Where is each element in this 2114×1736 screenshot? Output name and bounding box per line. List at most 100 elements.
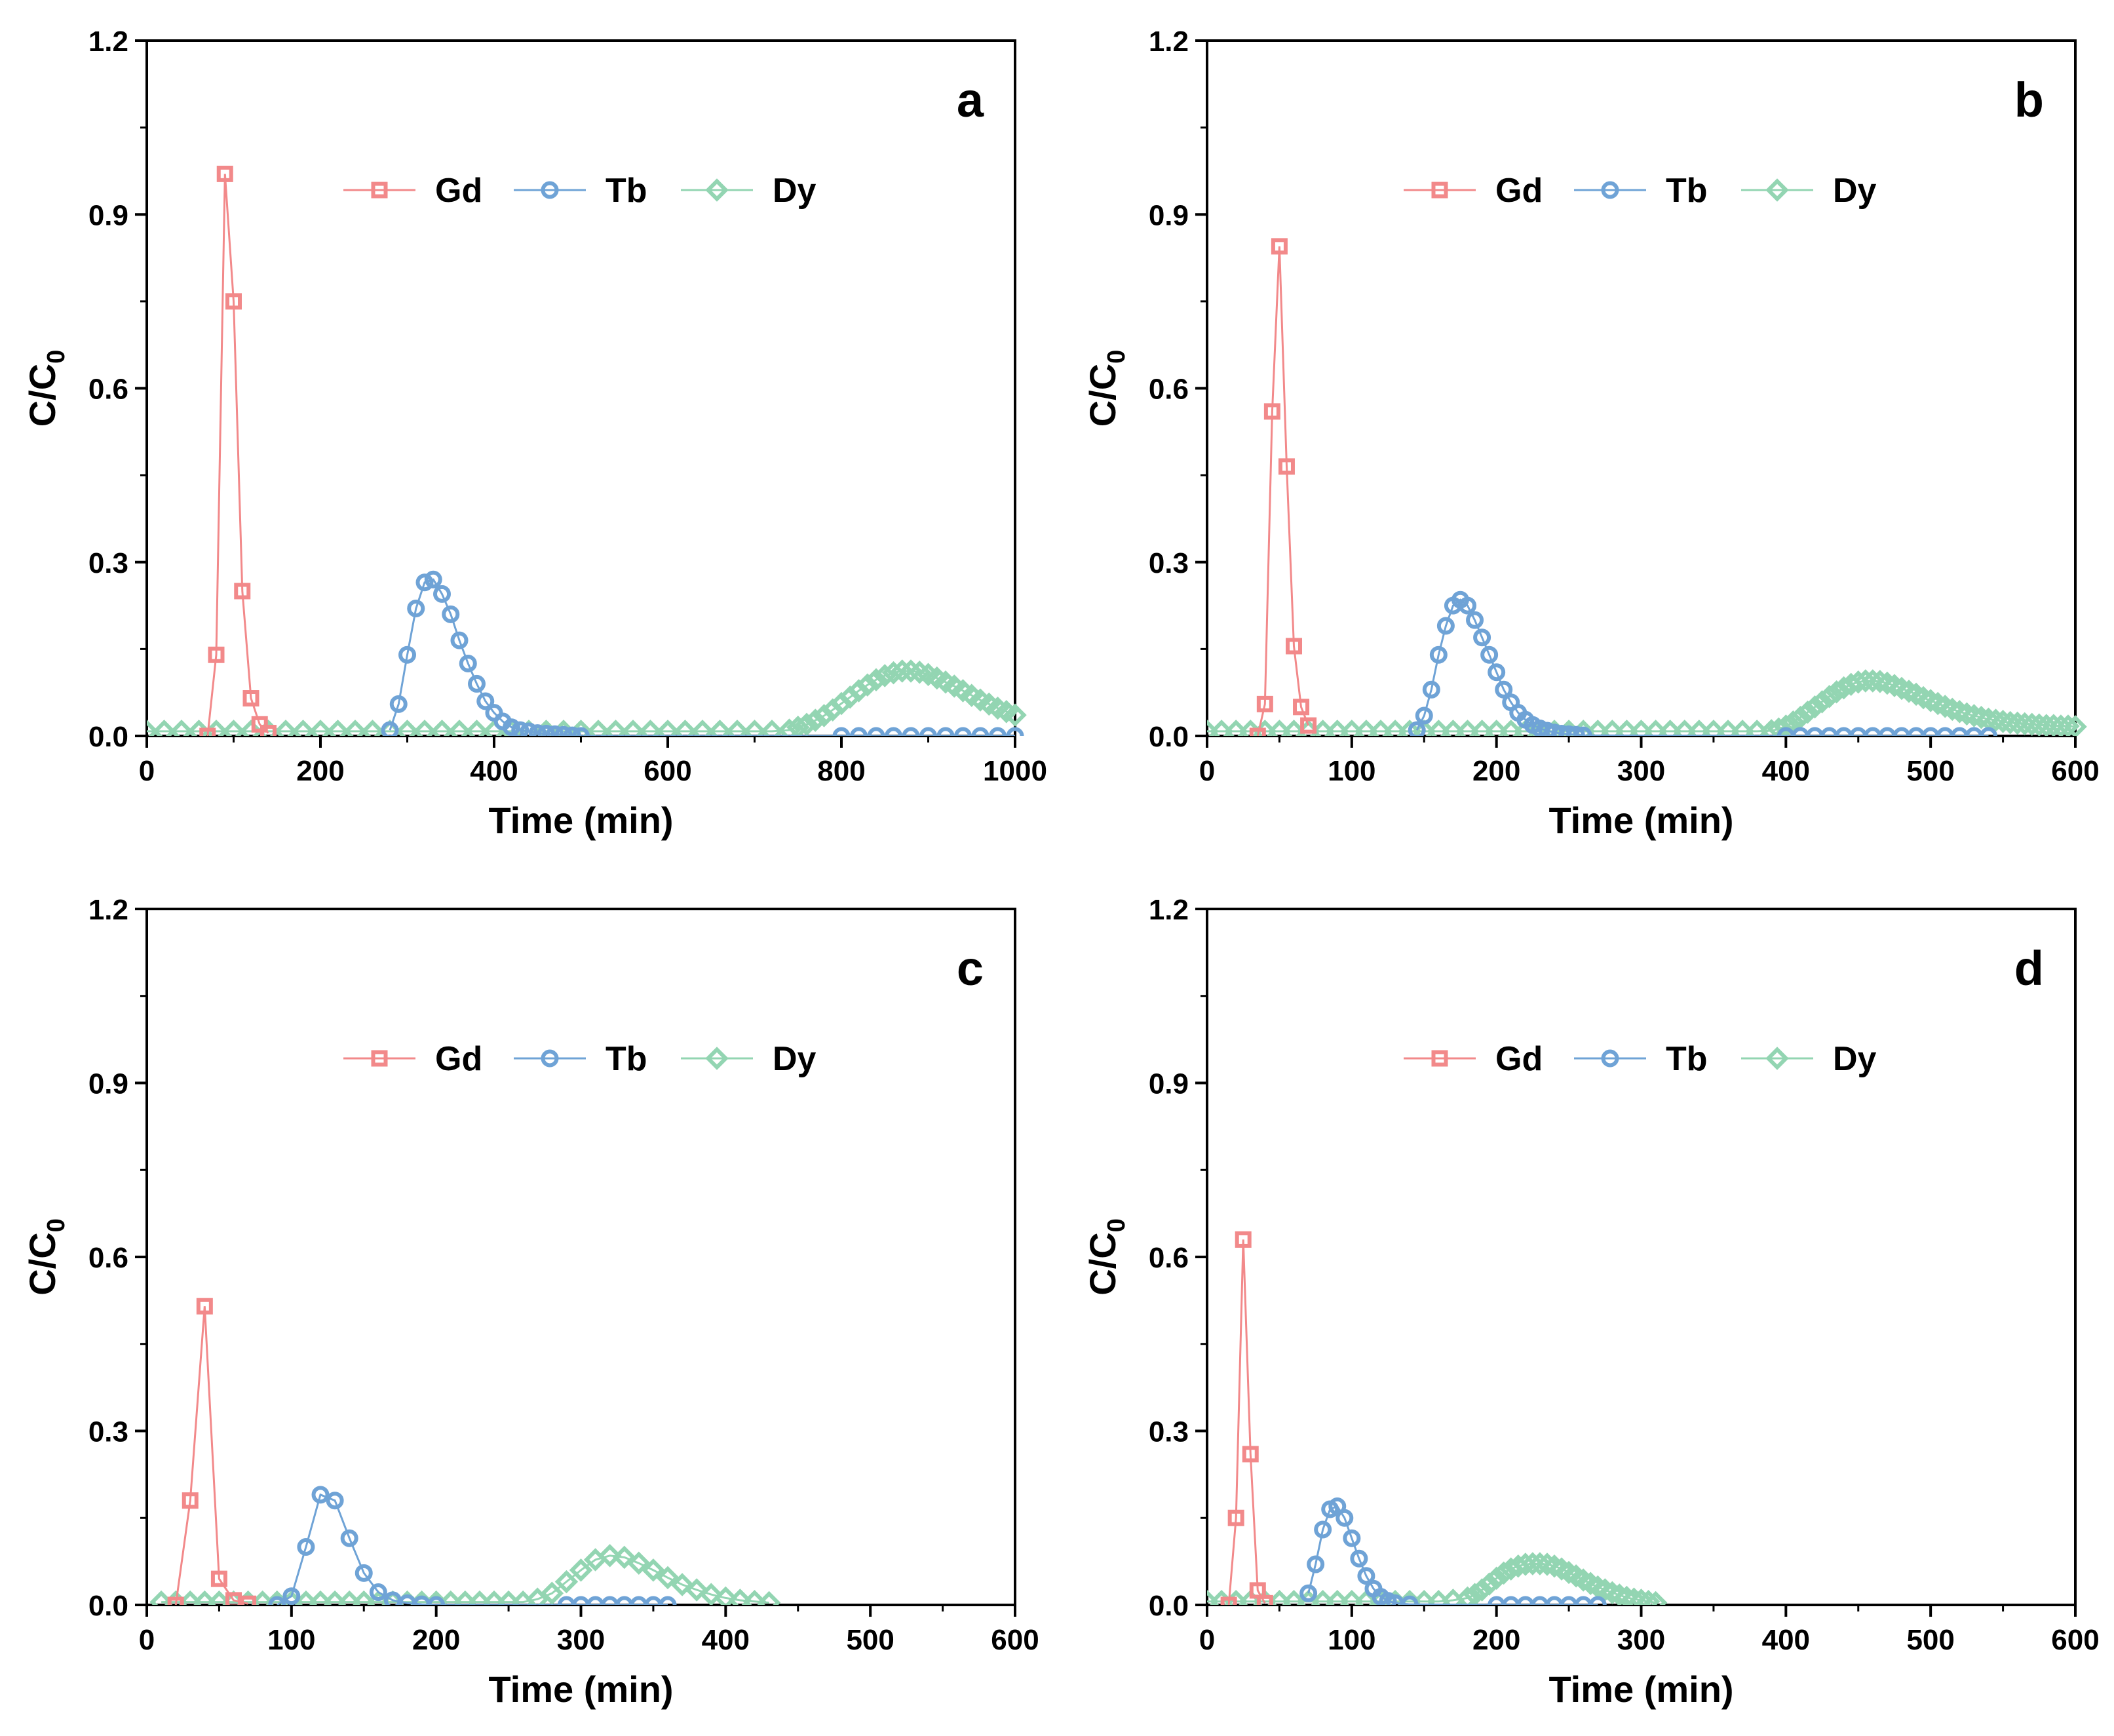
- data-point-Tb: [1567, 725, 1585, 736]
- x-tick-label: 0: [1199, 755, 1215, 787]
- legend-label: Tb: [1666, 172, 1708, 210]
- data-point-Tb: [572, 727, 590, 736]
- y-tick-label: 1.2: [1149, 26, 1189, 58]
- y-axis-label-subscript: 0: [43, 350, 70, 364]
- y-tick-label: 0.6: [1149, 1242, 1189, 1274]
- x-tick-label: 400: [470, 755, 518, 787]
- data-point-Dy: [586, 720, 610, 736]
- data-point-Dy: [413, 720, 436, 736]
- data-point-Tb: [1495, 680, 1513, 699]
- x-tick-label: 800: [817, 755, 865, 787]
- legend-item-Tb: Tb: [514, 172, 647, 210]
- x-axis-label: Time (min): [488, 1668, 673, 1710]
- series-Dy: [1207, 1552, 1668, 1605]
- data-point-Tb: [1350, 1549, 1368, 1568]
- data-point-Dy: [642, 1558, 665, 1582]
- data-point-Dy: [1817, 685, 1841, 708]
- data-point-Dy: [274, 720, 298, 736]
- data-point-Tb: [563, 726, 581, 736]
- data-point-Tb: [1299, 1584, 1318, 1602]
- data-point-Dy: [326, 720, 350, 736]
- data-point-Dy: [465, 720, 489, 736]
- data-point-Dy: [891, 659, 914, 683]
- data-point-Dy: [691, 720, 714, 736]
- data-point-Gd: [1271, 238, 1288, 255]
- legend-marker-Gd: [1431, 182, 1448, 199]
- data-point-Tb: [1436, 617, 1455, 635]
- series-Tb: [1408, 590, 1997, 736]
- x-tick-label: 400: [1762, 755, 1810, 787]
- data-point-Dy: [1535, 1553, 1559, 1576]
- legend-marker-Dy: [705, 178, 729, 202]
- data-point-Dy: [2049, 714, 2073, 736]
- series-line-Dy: [161, 1554, 769, 1604]
- data-point-Tb: [1980, 727, 1997, 736]
- data-point-Dy: [803, 708, 827, 732]
- legend-item-Tb: Tb: [1574, 172, 1708, 210]
- data-point-Tb: [1936, 727, 1954, 736]
- data-point-Tb: [1791, 727, 1809, 736]
- data-point-Tb: [355, 1564, 373, 1582]
- legend-item-Dy: Dy: [681, 1040, 817, 1078]
- data-point-Gd: [182, 1492, 199, 1509]
- data-point-Dy: [1767, 717, 1791, 736]
- series-Tb: [268, 1486, 677, 1605]
- legend-item-Gd: Gd: [343, 172, 482, 210]
- data-point-Tb: [1560, 1596, 1578, 1605]
- data-point-Dy: [714, 1586, 738, 1605]
- data-point-Dy: [1788, 705, 1813, 729]
- data-point-Tb: [630, 1596, 648, 1605]
- data-point-Gd: [199, 727, 216, 736]
- legend-label: Dy: [773, 1040, 817, 1078]
- data-point-Dy: [1521, 1552, 1545, 1575]
- legend-marker-Tb: [541, 1049, 559, 1068]
- data-point-Gd: [208, 646, 225, 663]
- legend-marker-Tb: [541, 181, 559, 199]
- data-point-Dy: [1796, 701, 1820, 724]
- data-point-Tb: [1314, 1520, 1332, 1539]
- data-point-Dy: [1484, 1566, 1509, 1591]
- y-tick-label: 0.0: [1149, 1590, 1189, 1622]
- series-Gd: [199, 165, 277, 736]
- data-point-Dy: [673, 720, 697, 736]
- x-tick-label: 200: [412, 1624, 460, 1656]
- data-point-Gd: [1256, 695, 1273, 712]
- data-point-Dy: [638, 720, 663, 736]
- data-point-Tb: [1588, 1596, 1607, 1605]
- data-point-Tb: [1806, 727, 1824, 736]
- y-axis-label: C/C0: [1082, 1218, 1130, 1296]
- data-point-Dy: [1803, 695, 1827, 719]
- y-tick-label: 0.9: [88, 199, 128, 231]
- data-point-Dy: [360, 720, 385, 736]
- x-tick-label: 1000: [983, 755, 1047, 787]
- legend-marker-Gd: [1431, 1050, 1448, 1067]
- data-point-Tb: [485, 704, 503, 722]
- data-point-Tb: [389, 695, 408, 713]
- data-point-Dy: [777, 718, 801, 736]
- data-point-Tb: [1006, 727, 1024, 736]
- data-point-Dy: [448, 720, 471, 736]
- data-point-Dy: [1854, 669, 1877, 693]
- data-point-Dy: [760, 720, 784, 736]
- data-point-Dy: [1998, 710, 2022, 735]
- data-point-Tb: [1502, 1596, 1520, 1605]
- data-point-Tb: [468, 674, 486, 693]
- data-point-Dy: [1003, 703, 1027, 727]
- y-tick-label: 0.0: [88, 721, 128, 753]
- data-point-Gd: [225, 293, 242, 310]
- data-point-Tb: [407, 599, 425, 617]
- data-point-Dy: [598, 1544, 622, 1568]
- data-point-Tb: [1950, 727, 1969, 736]
- data-point-Tb: [520, 722, 538, 736]
- y-axis-label: C/C0: [1082, 350, 1130, 427]
- data-point-Tb: [427, 1596, 446, 1605]
- legend-label: Tb: [1666, 1040, 1708, 1078]
- series-line-Gd: [174, 1306, 248, 1605]
- data-point-Dy: [1984, 708, 2008, 732]
- y-axis-label-main: C/C: [22, 1232, 63, 1295]
- data-point-Tb: [885, 727, 902, 736]
- data-point-Gd: [1300, 717, 1317, 734]
- legend-marker-Gd: [371, 182, 388, 199]
- data-point-Tb: [1480, 646, 1499, 664]
- legend-item-Dy: Dy: [1741, 1040, 1877, 1078]
